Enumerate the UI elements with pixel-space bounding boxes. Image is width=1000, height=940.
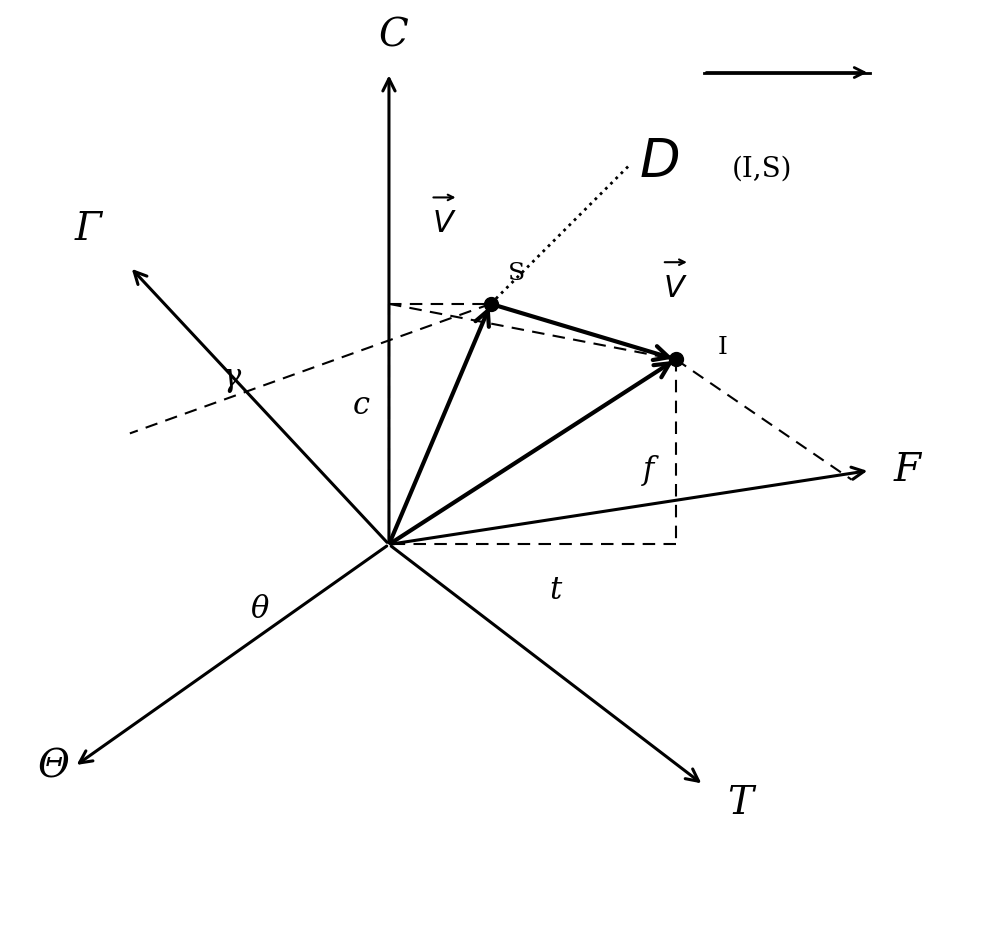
Text: T: T <box>727 785 753 822</box>
Text: $V$: $V$ <box>663 273 688 304</box>
Text: γ: γ <box>223 363 241 393</box>
Text: $V$: $V$ <box>432 208 457 239</box>
Text: θ: θ <box>250 594 269 625</box>
Text: C: C <box>379 17 408 54</box>
Text: I: I <box>717 337 727 359</box>
Text: t: t <box>549 575 562 606</box>
Text: f: f <box>642 455 654 486</box>
Text: F: F <box>893 452 920 489</box>
Text: S: S <box>507 262 525 285</box>
Text: $\mathit{D}$: $\mathit{D}$ <box>639 137 679 188</box>
Text: (I,S): (I,S) <box>731 156 792 182</box>
Text: c: c <box>353 390 370 421</box>
Text: Γ: Γ <box>75 212 102 248</box>
Text: Θ: Θ <box>37 748 69 785</box>
